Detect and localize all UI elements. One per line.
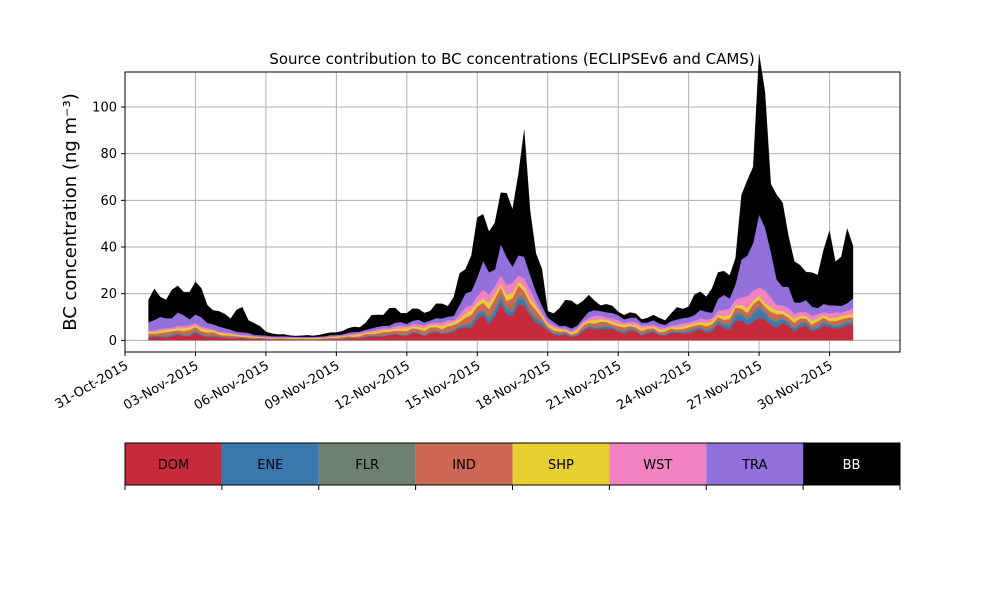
x-tick-label: 30-Nov-2015: [755, 358, 835, 413]
legend-swatch-flr: [318, 443, 416, 485]
x-axis: 31-Oct-201503-Nov-201506-Nov-201509-Nov-…: [53, 352, 836, 413]
plot-frame: [124, 71, 901, 353]
x-tick-label: 12-Nov-2015: [333, 358, 413, 413]
legend-swatch-ind: [415, 443, 513, 485]
legend-swatch-dom: [125, 443, 222, 485]
legend-label: BB: [843, 458, 861, 473]
legend-label: FLR: [355, 458, 379, 473]
legend-swatch-tra: [706, 443, 804, 485]
x-tick-label: 31-Oct-2015: [53, 358, 131, 412]
legend-swatch-ene: [221, 443, 319, 485]
y-tick-label: 40: [100, 241, 117, 256]
y-tick-label: 80: [100, 147, 117, 162]
legend-label: DOM: [158, 458, 189, 473]
x-tick-label: 21-Nov-2015: [544, 358, 624, 413]
x-tick-label: 24-Nov-2015: [614, 358, 694, 413]
legend-label: TRA: [741, 458, 767, 473]
area-bb: [148, 54, 854, 338]
x-tick-label: 27-Nov-2015: [685, 358, 765, 413]
legend-label: ENE: [257, 458, 283, 473]
x-tick-label: 03-Nov-2015: [121, 358, 201, 413]
y-axis: 0 20 40 60 80 100: [92, 101, 125, 349]
grid: [124, 72, 900, 352]
legend-label: IND: [452, 458, 476, 473]
x-tick-label: 15-Nov-2015: [403, 358, 483, 413]
chart-title: Source contribution to BC concentrations…: [269, 50, 754, 68]
legend: DOM ENE FLR IND SHP WST TRA BB: [124, 442, 901, 490]
legend-swatch-wst: [609, 443, 707, 485]
y-tick-label: 20: [100, 287, 117, 302]
x-tick-label: 18-Nov-2015: [473, 358, 553, 413]
legend-label: WST: [643, 458, 672, 473]
legend-label: SHP: [548, 458, 574, 473]
x-tick-label: 06-Nov-2015: [192, 358, 272, 413]
legend-swatch-bb: [803, 443, 900, 485]
legend-swatch-shp: [512, 443, 610, 485]
x-tick-label: 09-Nov-2015: [262, 358, 342, 413]
stacked-areas: [148, 54, 854, 341]
y-tick-label: 60: [100, 194, 117, 209]
y-tick-label: 100: [92, 101, 117, 116]
y-tick-label: 0: [109, 334, 117, 349]
y-axis-label: BC concentration (ng m⁻³): [60, 93, 81, 331]
